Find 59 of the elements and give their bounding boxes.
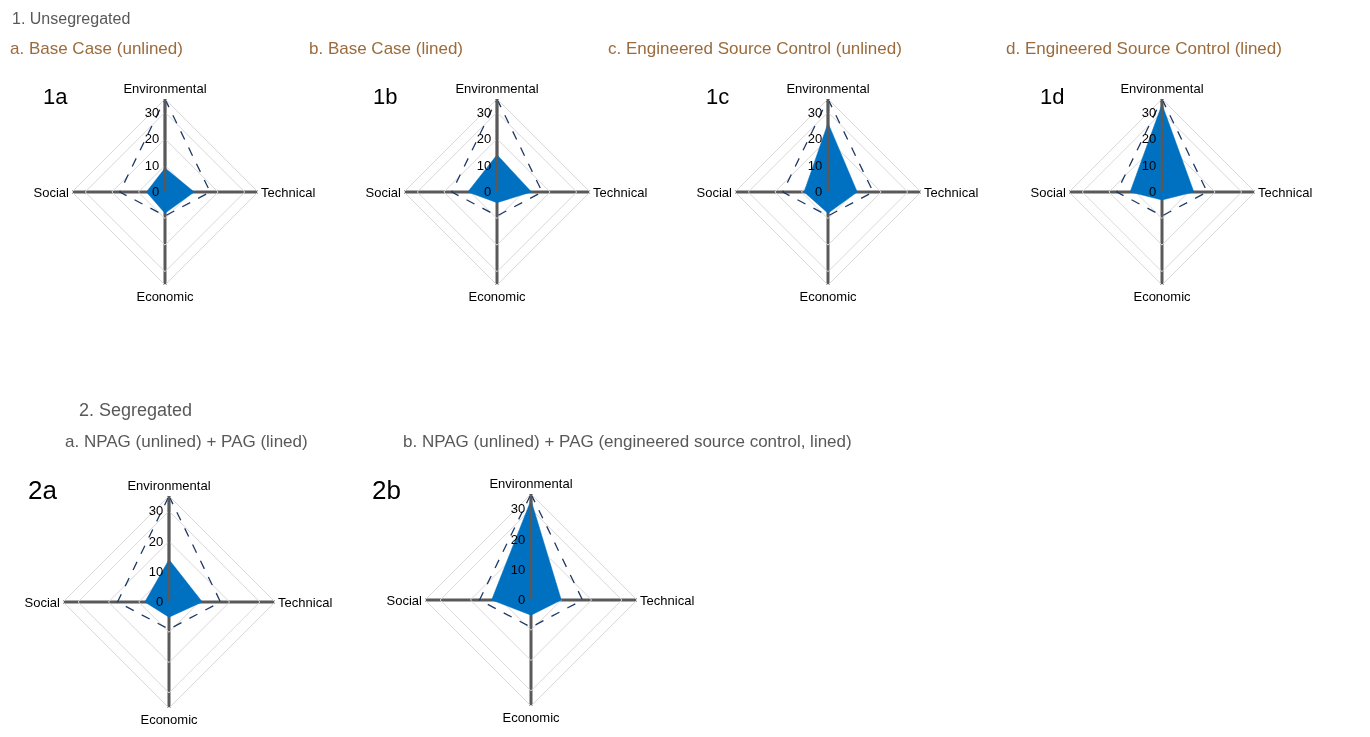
spoke-label: Social <box>1030 184 1066 200</box>
y-tick-label: 20 <box>144 131 160 147</box>
y-tick-label: 10 <box>148 563 164 579</box>
text: 1d <box>1040 84 1065 109</box>
text: 2a <box>28 475 58 505</box>
y-tick-label: 0 <box>483 184 492 200</box>
y-tick-label: 30 <box>1141 104 1157 120</box>
y-tick-label: 0 <box>814 184 823 200</box>
y-tick-label: 10 <box>1141 157 1157 173</box>
text: 1c <box>706 84 730 109</box>
chart-title: d. Engineered Source Control (lined) <box>1006 39 1282 58</box>
y-tick-label: 20 <box>148 533 164 549</box>
chart-title: a. NPAG (unlined) + PAG (lined) <box>65 432 308 451</box>
text: 1a <box>43 84 69 109</box>
y-tick-label: 0 <box>155 594 164 610</box>
spoke-label: Economic <box>140 712 199 728</box>
y-tick-label: 10 <box>144 157 160 173</box>
spoke-label: Technical <box>278 594 333 610</box>
spoke-label: Environmental <box>786 81 870 97</box>
spoke-label: Environmental <box>455 81 539 97</box>
y-tick-label: 10 <box>476 157 492 173</box>
chart-subtitle: 1. Unsegregated <box>12 10 131 27</box>
spoke-label: Technical <box>640 592 695 608</box>
spoke-label: Social <box>365 184 401 200</box>
y-tick-label: 10 <box>510 561 526 577</box>
spoke-label: Technical <box>593 184 648 200</box>
chart-title: a. Base Case (unlined) <box>10 39 183 58</box>
chart-title: b. NPAG (unlined) + PAG (engineered source control, lined) <box>403 432 852 451</box>
y-tick-label: 20 <box>807 131 823 147</box>
spoke-label: Environmental <box>489 476 573 492</box>
spoke-label: Technical <box>924 184 979 200</box>
spoke-label: Social <box>24 594 60 610</box>
chart-title: b. Base Case (lined) <box>309 39 464 58</box>
spoke-label: Social <box>696 184 732 200</box>
y-tick-label: 30 <box>807 104 823 120</box>
spoke-label: Technical <box>261 184 316 200</box>
spoke-label: Environmental <box>1120 81 1204 97</box>
y-tick-label: 0 <box>1148 184 1157 200</box>
y-tick-label: 0 <box>151 184 160 200</box>
y-tick-label: 30 <box>510 501 526 517</box>
text: 1b <box>373 84 398 109</box>
y-tick-label: 30 <box>148 503 164 519</box>
spoke-label: Economic <box>502 710 561 726</box>
chart-title: c. Engineered Source Control (unlined) <box>608 39 902 58</box>
chart-subtitle: 2. Segregated <box>79 400 193 420</box>
spoke-label: Environmental <box>123 81 207 97</box>
text: 2b <box>372 475 401 505</box>
y-tick-label: 30 <box>476 104 492 120</box>
y-tick-label: 20 <box>476 131 492 147</box>
spoke-label: Social <box>386 592 422 608</box>
spoke-label: Economic <box>468 289 527 305</box>
spoke-label: Environmental <box>127 478 211 494</box>
y-tick-label: 30 <box>144 104 160 120</box>
spoke-label: Technical <box>1258 184 1313 200</box>
spoke-label: Economic <box>1133 289 1192 305</box>
spoke-label: Economic <box>136 289 195 305</box>
spoke-label: Social <box>33 184 69 200</box>
spoke-label: Economic <box>799 289 858 305</box>
y-tick-label: 0 <box>517 592 526 608</box>
